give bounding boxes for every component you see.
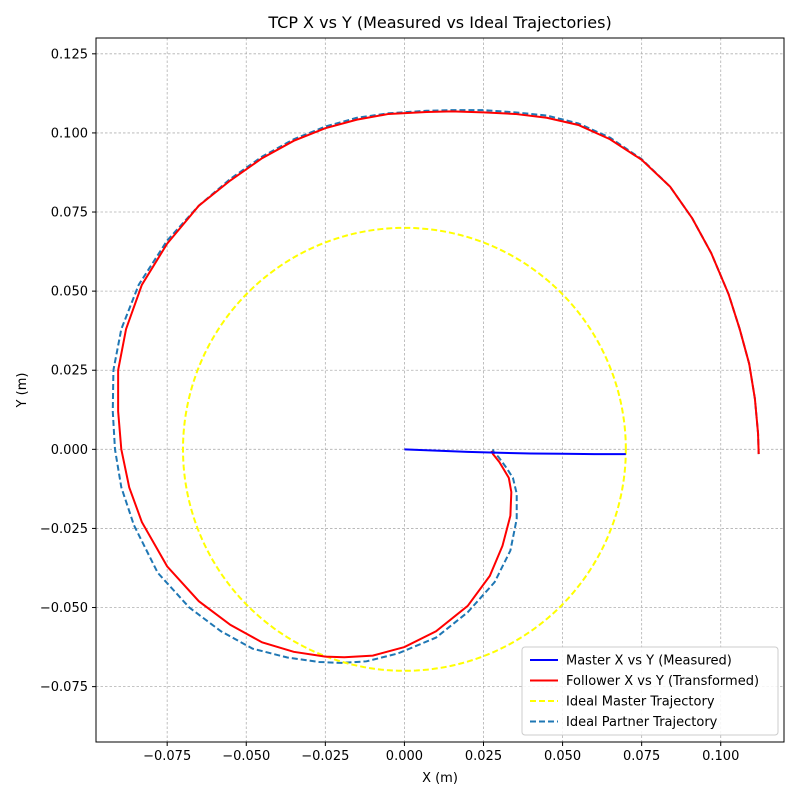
y-tick-label: 0.100: [51, 126, 88, 141]
series-layer: [111, 109, 760, 672]
y-tick-label: 0.000: [51, 443, 88, 458]
x-tick-label: −0.050: [222, 749, 270, 764]
legend-label: Ideal Partner Trajectory: [566, 715, 718, 730]
legend-label: Follower X vs Y (Transformed): [566, 674, 759, 689]
x-tick-label: 0.000: [386, 749, 423, 764]
x-tick-label: 0.050: [544, 749, 581, 764]
x-tick-label: −0.075: [143, 749, 191, 764]
x-tick-label: 0.100: [702, 749, 739, 764]
y-axis-label: Y (m): [15, 373, 30, 409]
legend: Master X vs Y (Measured) Follower X vs Y …: [521, 646, 779, 736]
tick-layer: −0.075 −0.050 −0.025 0.000 0.025 0.050 0.075 0.…: [40, 47, 739, 764]
x-tick-label: 0.025: [465, 749, 502, 764]
x-tick-label: −0.025: [301, 749, 349, 764]
y-tick-label: −0.075: [40, 680, 88, 695]
x-axis-label: X (m): [422, 771, 458, 786]
y-tick-label: 0.025: [51, 364, 88, 379]
series-line-0: [404, 448, 626, 456]
y-tick-label: −0.050: [40, 601, 88, 616]
series-line-2: [181, 226, 627, 672]
legend-label: Ideal Master Trajectory: [566, 695, 715, 710]
y-tick-label: 0.075: [51, 206, 88, 221]
y-tick-label: 0.125: [51, 47, 88, 62]
plot-frame: [95, 37, 785, 743]
legend-box: [521, 646, 779, 736]
y-tick-label: −0.025: [40, 522, 88, 537]
chart-title: TCP X vs Y (Measured vs Ideal Trajectori…: [267, 13, 611, 32]
y-tick-label: 0.050: [51, 285, 88, 300]
series-line-1: [117, 110, 760, 659]
grid-layer: [96, 38, 784, 742]
legend-label: Master X vs Y (Measured): [566, 654, 732, 669]
x-tick-label: 0.075: [623, 749, 660, 764]
